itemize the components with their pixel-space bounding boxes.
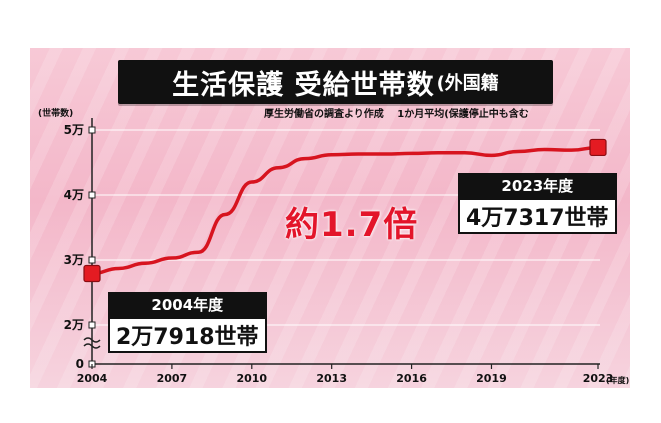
- marker-2004: [83, 264, 101, 283]
- series-line-layer: [90, 145, 600, 276]
- y-tick-mark-1: [88, 321, 96, 329]
- title-banner: 生活保護 受給世帯数 (外国籍: [118, 60, 553, 104]
- callout-2023-value: 4万7317世帯: [458, 198, 617, 234]
- y-tick-mark-2: [88, 256, 96, 264]
- y-tick-label-4: 5万: [64, 123, 84, 137]
- y-tick-labels: 0 2万 3万 4万 5万: [64, 123, 84, 371]
- x-tick-label-0: 2004: [77, 372, 108, 385]
- x-axis-unit-label: (年度): [606, 375, 629, 385]
- x-tick-label-6: 2023: [583, 372, 614, 385]
- y-tick-label-0: 0: [76, 357, 84, 371]
- y-axis-unit-label: (世帯数): [38, 109, 74, 119]
- callout-2004-value: 2万7918世帯: [108, 317, 267, 353]
- source-note: 厚生労働省の調査より作成 1か月平均(保護停止中も含む: [264, 109, 529, 120]
- y-tick-label-2: 3万: [64, 253, 84, 267]
- axis-break-mark: [83, 337, 101, 349]
- x-tick-labels: 2004 2007 2010 2013 2016 2019 2023: [77, 372, 614, 385]
- x-tick-label-4: 2016: [396, 372, 427, 385]
- x-tick-label-2: 2010: [236, 372, 267, 385]
- x-tick-label-5: 2019: [476, 372, 507, 385]
- marker-2023: [589, 138, 607, 157]
- marker-layer: [83, 138, 607, 283]
- y-tick-label-1: 2万: [64, 318, 84, 332]
- x-tick-label-1: 2007: [157, 372, 188, 385]
- y-tick-mark-4: [88, 126, 96, 134]
- chart-title: 生活保護 受給世帯数: [172, 69, 435, 101]
- callout-2004-label: 2004年度: [108, 292, 267, 317]
- multiplier-annotation: 約1.7倍: [285, 205, 419, 245]
- callout-2023-label: 2023年度: [458, 173, 617, 198]
- callout-2004: 2004年度 2万7918世帯: [108, 292, 267, 353]
- axes: [83, 118, 600, 369]
- callout-2023: 2023年度 4万7317世帯: [458, 173, 617, 234]
- chart-title-suffix: (外国籍: [436, 73, 499, 94]
- y-tick-mark-3: [88, 191, 96, 199]
- x-tick-label-3: 2013: [316, 372, 347, 385]
- series-line: [90, 145, 600, 276]
- y-tick-label-3: 4万: [64, 188, 84, 202]
